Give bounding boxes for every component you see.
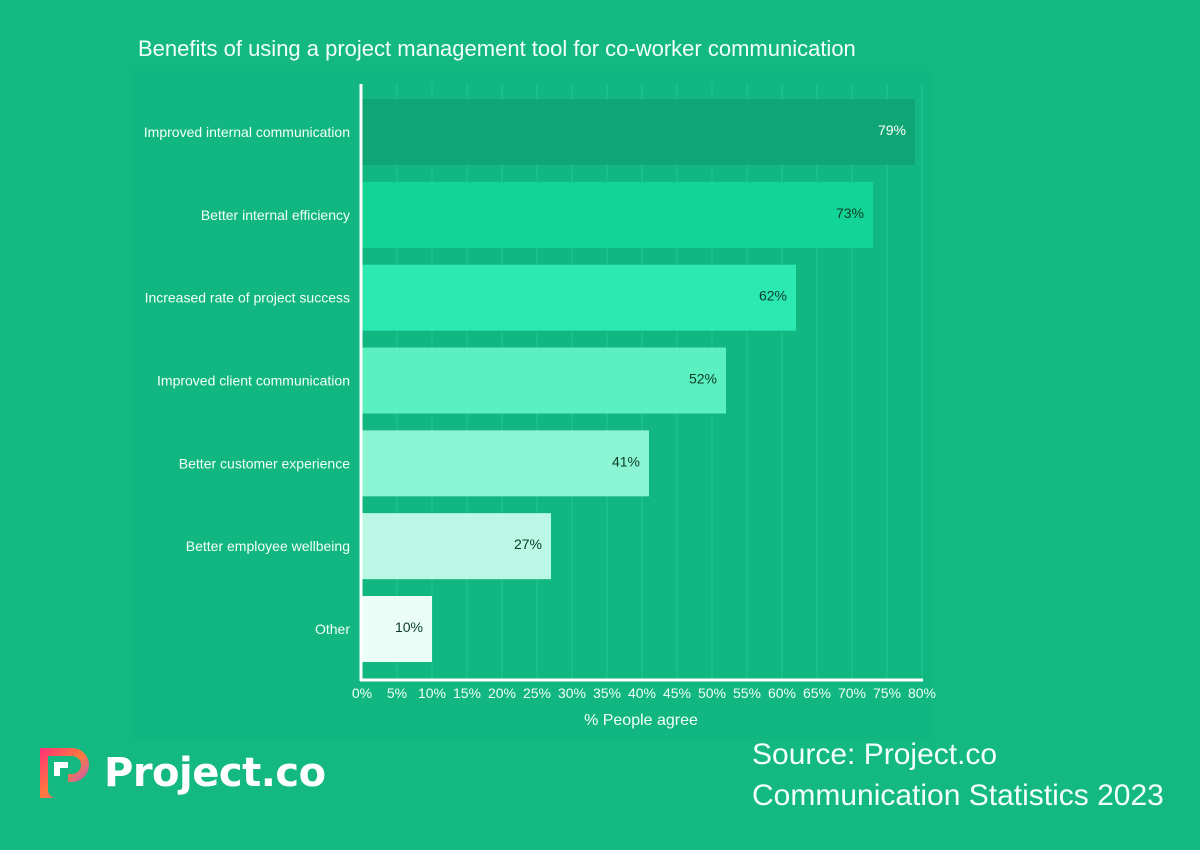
source-note: Source: Project.co Communication Statist… xyxy=(752,734,1164,816)
brand-logo: Project.co xyxy=(38,746,326,800)
x-tick-label: 80% xyxy=(908,685,936,701)
category-label: Better employee wellbeing xyxy=(186,538,350,554)
project-co-logo-icon xyxy=(40,748,89,798)
data-label: 27% xyxy=(514,536,542,552)
bar xyxy=(362,181,873,248)
x-axis-title: % People agree xyxy=(584,712,698,729)
bar xyxy=(362,430,649,497)
brand-name: Project.co xyxy=(104,750,326,796)
category-label: Improved internal communication xyxy=(144,124,350,140)
source-line-1: Source: Project.co xyxy=(752,738,998,771)
bar xyxy=(362,99,915,165)
x-tick-label: 75% xyxy=(873,685,901,701)
x-tick-label: 65% xyxy=(803,685,831,701)
chart-title: Benefits of using a project management t… xyxy=(138,36,856,61)
x-tick-label: 55% xyxy=(733,685,761,701)
x-tick-label: 70% xyxy=(838,685,866,701)
category-label: Improved client communication xyxy=(157,373,350,389)
category-label: Other xyxy=(315,621,350,637)
data-label: 62% xyxy=(759,288,787,304)
x-tick-label: 30% xyxy=(558,685,586,701)
x-tick-label: 5% xyxy=(387,685,407,701)
x-tick-label: 25% xyxy=(523,685,551,701)
source-line-2: Communication Statistics 2023 xyxy=(752,779,1164,812)
x-tick-label: 0% xyxy=(352,685,372,701)
category-label: Increased rate of project success xyxy=(145,290,350,306)
data-label: 10% xyxy=(395,619,423,635)
data-label: 52% xyxy=(689,371,717,387)
x-tick-label: 50% xyxy=(698,685,726,701)
data-label: 73% xyxy=(836,205,864,221)
bar xyxy=(362,513,551,580)
data-label: 79% xyxy=(878,122,906,138)
x-tick-label: 15% xyxy=(453,685,481,701)
data-label: 41% xyxy=(612,453,640,469)
x-tick-label: 10% xyxy=(418,685,446,701)
x-tick-label: 60% xyxy=(768,685,796,701)
x-tick-label: 35% xyxy=(593,685,621,701)
category-label: Better customer experience xyxy=(179,455,350,471)
x-tick-label: 40% xyxy=(628,685,656,701)
bar xyxy=(362,596,432,662)
bar xyxy=(362,347,726,414)
bar xyxy=(362,264,796,331)
x-tick-label: 45% xyxy=(663,685,691,701)
category-label: Better internal efficiency xyxy=(201,207,350,223)
x-tick-label: 20% xyxy=(488,685,516,701)
